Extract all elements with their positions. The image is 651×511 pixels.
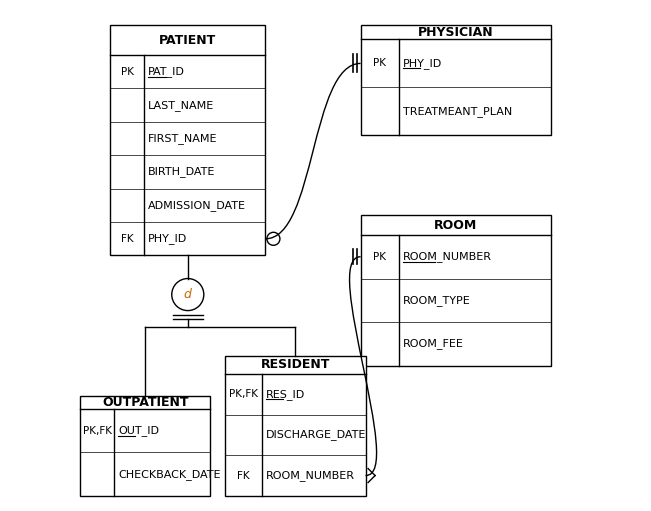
Text: BIRTH_DATE: BIRTH_DATE <box>148 167 215 177</box>
Bar <box>361 216 551 366</box>
Text: ROOM: ROOM <box>434 219 477 231</box>
Text: OUTPATIENT: OUTPATIENT <box>102 396 189 409</box>
Text: PHY_ID: PHY_ID <box>402 58 442 69</box>
Text: ROOM_TYPE: ROOM_TYPE <box>402 295 471 306</box>
Text: d: d <box>184 288 192 301</box>
Bar <box>225 356 366 496</box>
Text: ROOM_NUMBER: ROOM_NUMBER <box>266 470 355 481</box>
Text: ROOM_NUMBER: ROOM_NUMBER <box>402 251 492 262</box>
Text: PHYSICIAN: PHYSICIAN <box>418 26 493 39</box>
Text: CHECKBACK_DATE: CHECKBACK_DATE <box>118 469 221 479</box>
Text: PATIENT: PATIENT <box>159 34 216 47</box>
Text: PK: PK <box>373 252 386 262</box>
Bar <box>361 25 551 135</box>
Text: PK,FK: PK,FK <box>83 426 111 435</box>
Text: ROOM_FEE: ROOM_FEE <box>402 338 464 350</box>
Text: RESIDENT: RESIDENT <box>261 358 330 371</box>
Bar <box>110 25 266 256</box>
Text: PK,FK: PK,FK <box>229 389 258 399</box>
Text: OUT_ID: OUT_ID <box>118 425 159 436</box>
Text: FK: FK <box>237 471 250 480</box>
Text: PK: PK <box>373 58 386 68</box>
Text: PK: PK <box>120 67 133 77</box>
Text: FIRST_NAME: FIRST_NAME <box>148 133 218 144</box>
Text: TREATMEANT_PLAN: TREATMEANT_PLAN <box>402 106 512 117</box>
Text: FK: FK <box>121 234 133 244</box>
Text: ADMISSION_DATE: ADMISSION_DATE <box>148 200 246 211</box>
Bar <box>80 396 210 496</box>
Text: PAT_ID: PAT_ID <box>148 66 185 77</box>
Text: PHY_ID: PHY_ID <box>148 234 187 244</box>
Text: RES_ID: RES_ID <box>266 389 305 400</box>
Text: DISCHARGE_DATE: DISCHARGE_DATE <box>266 429 366 440</box>
Text: LAST_NAME: LAST_NAME <box>148 100 215 111</box>
